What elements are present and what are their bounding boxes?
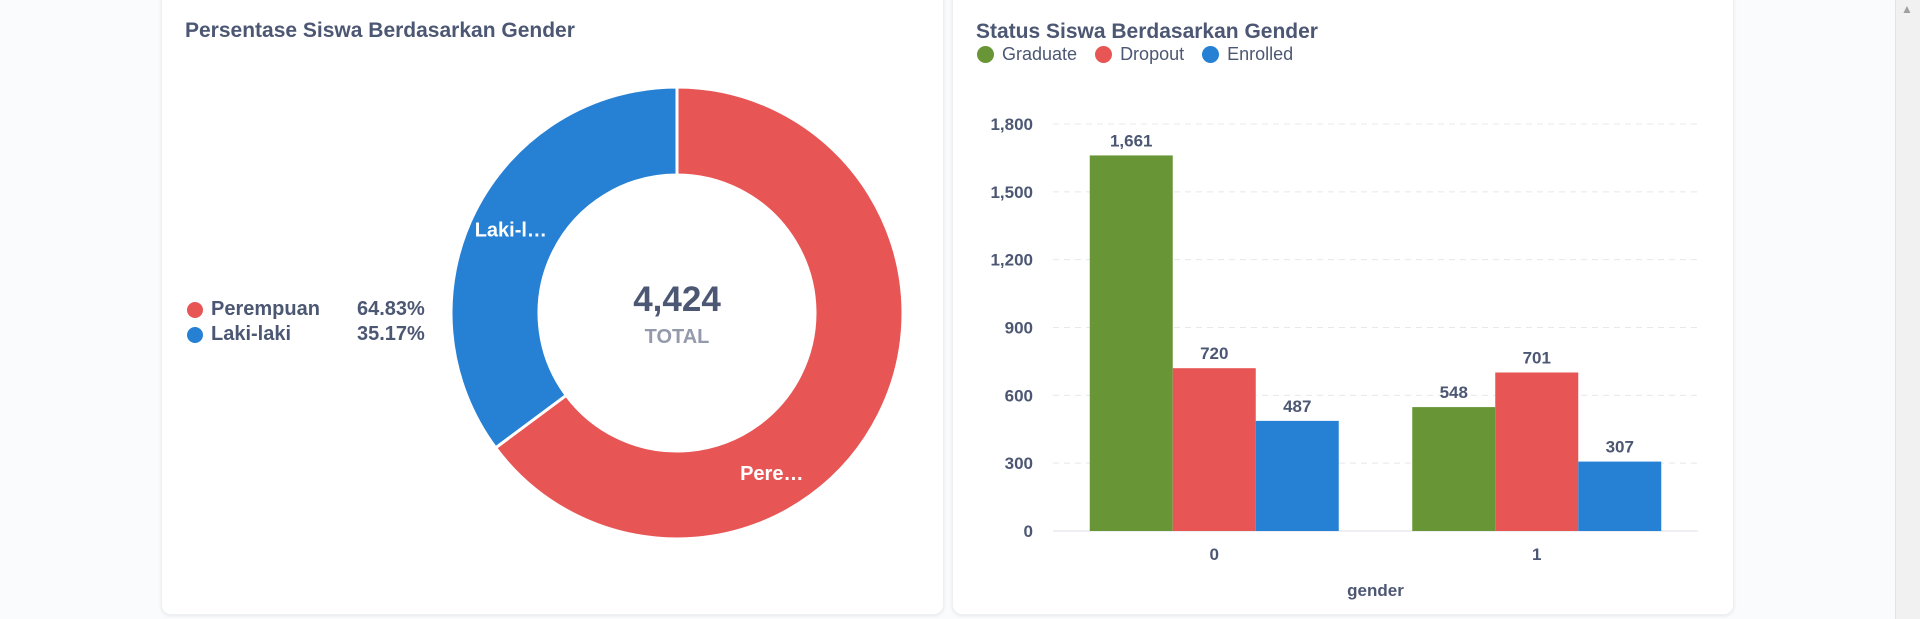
legend-label-graduate: Graduate (1002, 44, 1078, 64)
dropout-dot-icon (1095, 46, 1113, 63)
bar-graduate-gender-0[interactable] (1089, 155, 1173, 531)
gender-status-card: Status Siswa Berdasarkan Gender Graduate… (952, 0, 1734, 615)
slice-label-laki-laki: Laki-l… (475, 219, 547, 241)
x-tick-label: 1 (1532, 545, 1541, 564)
donut-chart: Pere… Laki-l… 4,424 TOTAL (449, 85, 905, 541)
bar-value-label: 307 (1606, 438, 1634, 457)
bar-enrolled-gender-1[interactable] (1578, 461, 1662, 531)
y-tick-label: 600 (1005, 386, 1033, 405)
y-tick-label: 1,500 (990, 183, 1033, 202)
legend-percent-laki-laki: 35.17% (357, 323, 425, 345)
legend-percent-perempuan: 64.83% (357, 298, 425, 320)
bar-value-label: 548 (1440, 383, 1468, 402)
legend-label-dropout: Dropout (1120, 44, 1185, 64)
legend-item-enrolled[interactable]: Enrolled (1202, 44, 1293, 65)
legend-item-graduate[interactable]: Graduate (977, 44, 1077, 65)
enrolled-dot-icon (1202, 46, 1220, 63)
bar-value-label: 1,661 (1110, 131, 1153, 150)
legend-label-enrolled: Enrolled (1227, 44, 1294, 64)
y-tick-label: 900 (1005, 319, 1033, 338)
legend-item-perempuan[interactable]: Perempuan 64.83% (187, 298, 425, 321)
bar-value-label: 487 (1283, 397, 1311, 416)
bar-value-label: 701 (1523, 348, 1551, 367)
bar-legend: Graduate Dropout Enrolled (977, 44, 1293, 65)
donut-total-value: 4,424 (633, 280, 721, 319)
legend-label-laki-laki: Laki-laki (211, 323, 292, 345)
bar-dropout-gender-1[interactable] (1495, 372, 1579, 531)
perempuan-dot-icon (187, 301, 203, 318)
legend-item-laki-laki[interactable]: Laki-laki 35.17% (187, 323, 425, 346)
legend-item-dropout[interactable]: Dropout (1095, 44, 1184, 65)
bar-value-label: 720 (1200, 344, 1228, 363)
bar-chart-title: Status Siswa Berdasarkan Gender (976, 20, 1318, 43)
y-tick-label: 0 (1024, 522, 1033, 541)
legend-label-perempuan: Perempuan (211, 298, 320, 320)
page-scrollbar[interactable]: ▲ (1895, 0, 1920, 619)
donut-chart-title: Persentase Siswa Berdasarkan Gender (185, 19, 575, 42)
gender-percentage-card: Persentase Siswa Berdasarkan Gender Pere… (161, 0, 944, 615)
donut-slice-perempuan[interactable] (493, 85, 905, 541)
laki-laki-dot-icon (187, 326, 203, 343)
x-axis-label: gender (1347, 581, 1404, 600)
bar-chart: 0 300 600 900 1,200 1,500 1,800 1,661 720 487 0 548… (990, 115, 1698, 600)
slice-label-perempuan: Pere… (740, 463, 803, 485)
bar-dropout-gender-0[interactable] (1172, 368, 1256, 531)
donut-total-label: TOTAL (645, 326, 710, 348)
graduate-dot-icon (977, 46, 994, 63)
bar-enrolled-gender-0[interactable] (1255, 420, 1339, 531)
x-tick-label: 0 (1210, 545, 1219, 564)
y-tick-label: 300 (1005, 454, 1033, 473)
y-tick-label: 1,800 (990, 115, 1033, 134)
y-tick-label: 1,200 (990, 251, 1033, 270)
donut-slice-laki-laki[interactable] (449, 85, 679, 450)
scroll-up-arrow-icon[interactable]: ▲ (1901, 2, 1913, 16)
bar-graduate-gender-1[interactable] (1412, 407, 1496, 531)
